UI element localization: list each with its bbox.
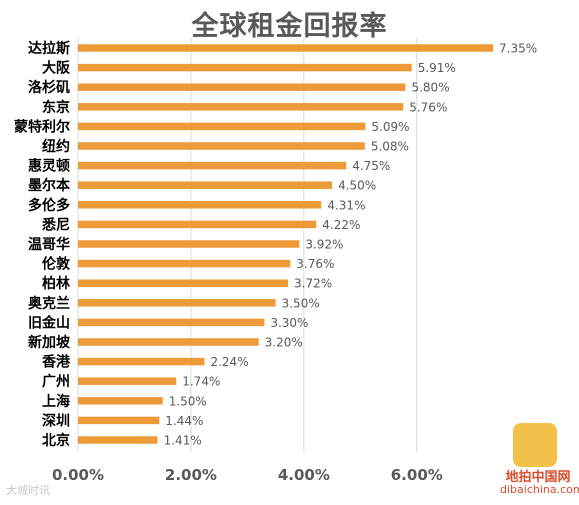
bar: [78, 377, 177, 385]
category-label: 洛杉矶: [28, 79, 70, 96]
site-logo-url: dibaichina.com: [500, 483, 579, 496]
category-label: 深圳: [42, 412, 70, 429]
data-label: 2.24%: [210, 355, 248, 369]
data-label: 4.22%: [322, 218, 360, 232]
watermark-text: 大城时讯: [6, 484, 50, 497]
data-label: 1.74%: [182, 375, 220, 389]
data-label: 5.76%: [409, 100, 447, 114]
bar: [78, 436, 158, 444]
x-axis-tick-labels: 0.00% 2.00% 4.00% 6.00%: [52, 466, 443, 484]
bar: [78, 103, 404, 111]
category-label: 广州: [42, 373, 70, 390]
bar: [78, 338, 259, 346]
bar: [78, 161, 347, 170]
category-label: 伦敦: [42, 256, 71, 273]
category-label: 旧金山: [28, 314, 70, 331]
category-label: 上海: [42, 393, 70, 410]
x-tick-label: 4.00%: [278, 466, 330, 484]
x-tick-label: 2.00%: [165, 466, 217, 484]
x-tick-label: 0.00%: [52, 466, 104, 484]
chart-title: 全球租金回报率: [191, 11, 388, 42]
data-label: 3.50%: [282, 296, 320, 310]
bar: [78, 318, 265, 327]
data-label: 4.75%: [352, 159, 390, 173]
category-label: 温哥华: [28, 236, 70, 253]
data-label: 5.91%: [418, 61, 456, 75]
bar: [78, 44, 493, 52]
bar: [78, 83, 406, 91]
data-label: 3.72%: [294, 277, 332, 291]
bars: [78, 44, 493, 444]
bar: [78, 259, 291, 268]
category-label: 新加坡: [28, 334, 71, 351]
category-labels: 达拉斯大阪洛杉矶东京蒙特利尔纽约惠灵顿墨尔本多伦多悉尼温哥华伦敦柏林奥克兰旧金山…: [14, 40, 71, 449]
bar: [78, 220, 317, 229]
data-label: 3.20%: [265, 336, 303, 350]
bar: [78, 397, 163, 405]
category-label: 墨尔本: [28, 177, 71, 194]
category-label: 柏林: [42, 275, 70, 292]
bar: [78, 142, 365, 150]
bar: [78, 299, 276, 307]
data-label: 7.35%: [499, 42, 537, 56]
category-label: 惠灵顿: [28, 158, 70, 175]
category-label: 达拉斯: [28, 40, 70, 57]
data-label: 3.76%: [296, 257, 334, 271]
category-label: 东京: [42, 99, 70, 116]
data-label: 4.31%: [327, 198, 365, 212]
data-label: 1.41%: [164, 434, 202, 448]
bar: [78, 63, 412, 72]
bar: [78, 122, 366, 131]
data-label: 3.30%: [270, 316, 308, 330]
site-logo-text: 地拍中国网: [505, 470, 571, 485]
bar: [78, 181, 333, 189]
category-label: 香港: [41, 354, 71, 371]
bar: [78, 240, 300, 248]
category-label: 大阪: [42, 60, 71, 77]
data-label: 4.50%: [338, 179, 376, 193]
category-label: 纽约: [42, 138, 70, 155]
data-label: 5.09%: [371, 120, 409, 134]
data-label: 5.08%: [371, 140, 409, 154]
category-label: 多伦多: [28, 197, 70, 214]
category-label: 北京: [42, 432, 70, 449]
bar: [78, 416, 160, 425]
data-label: 3.92%: [305, 238, 343, 252]
data-label: 1.50%: [169, 394, 207, 408]
site-logo: [513, 423, 557, 467]
bar: [78, 357, 205, 366]
bar: [78, 201, 322, 209]
data-label: 5.80%: [411, 81, 449, 95]
bar: [78, 279, 289, 287]
x-tick-label: 6.00%: [391, 466, 443, 484]
category-label: 奥克兰: [28, 295, 70, 312]
data-label: 1.44%: [165, 414, 203, 428]
value-labels: 7.35% 5.91% 5.80% 5.76%5.09% 5.08% 4.75% 4.50%…: [164, 42, 538, 448]
category-label: 悉尼: [41, 216, 70, 233]
category-label: 蒙特利尔: [14, 118, 70, 135]
